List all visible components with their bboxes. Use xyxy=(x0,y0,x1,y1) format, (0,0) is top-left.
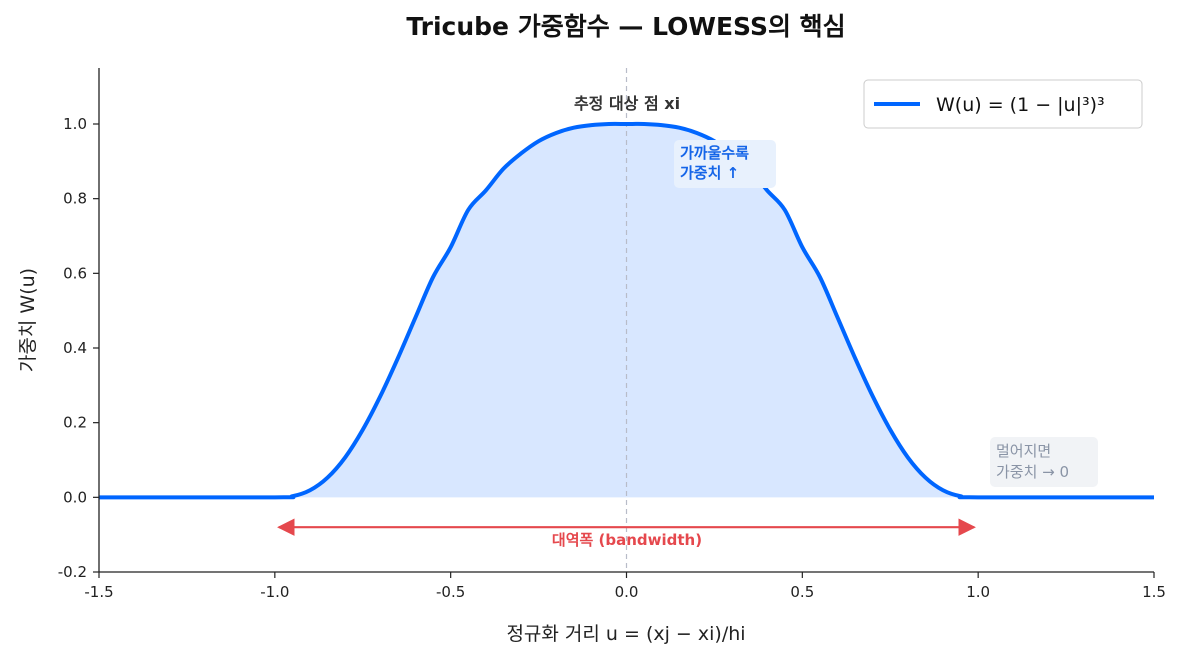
y-tick-label: 0.4 xyxy=(63,339,87,357)
x-ticks: -1.5 -1.0 -0.5 0.0 0.5 1.0 1.5 xyxy=(84,572,1166,601)
y-tick-label: 0.6 xyxy=(63,264,87,282)
annotation-farther-line1: 멀어지면 xyxy=(996,442,1051,460)
annotation-bandwidth: 대역폭 (bandwidth) xyxy=(552,531,702,549)
annotation-closer-line1: 가까울수록 xyxy=(680,144,749,162)
y-tick-label: 0.2 xyxy=(63,414,87,432)
x-tick-label: -0.5 xyxy=(436,583,465,601)
chart-title: Tricube 가중함수 — LOWESS의 핵심 xyxy=(406,12,845,41)
x-tick-label: 0.0 xyxy=(615,583,639,601)
legend: W(u) = (1 − |u|³)³ xyxy=(863,79,1143,129)
x-tick-label: -1.0 xyxy=(260,583,289,601)
legend-box xyxy=(863,79,1143,129)
y-tick-label: 0.0 xyxy=(63,488,87,506)
series-line-tricube xyxy=(98,121,1155,500)
curve-fill-area xyxy=(99,123,1154,498)
annotation-farther-line2: 가중치 → 0 xyxy=(996,463,1069,481)
x-tick-label: -1.5 xyxy=(84,583,113,601)
annotation-closer-box xyxy=(674,140,776,188)
annotation-farther-box xyxy=(990,437,1098,487)
x-axis-label: 정규화 거리 u = (xj − xi)/hi xyxy=(506,623,745,645)
annotation-closer-line2: 가중치 ↑ xyxy=(680,164,739,182)
y-axis-label: 가중치 W(u) xyxy=(17,268,39,372)
y-tick-label: 1.0 xyxy=(63,115,87,133)
x-tick-label: 1.0 xyxy=(966,583,990,601)
y-tick-label: 0.8 xyxy=(63,190,87,208)
y-ticks: -0.2 0.0 0.2 0.4 0.6 0.8 1.0 xyxy=(58,115,99,581)
legend-entry-tricube: W(u) = (1 − |u|³)³ xyxy=(936,94,1105,116)
annotation-center-point: 추정 대상 점 xi xyxy=(574,94,680,113)
x-tick-label: 0.5 xyxy=(790,583,814,601)
y-tick-label: -0.2 xyxy=(58,563,87,581)
x-tick-label: 1.5 xyxy=(1142,583,1166,601)
